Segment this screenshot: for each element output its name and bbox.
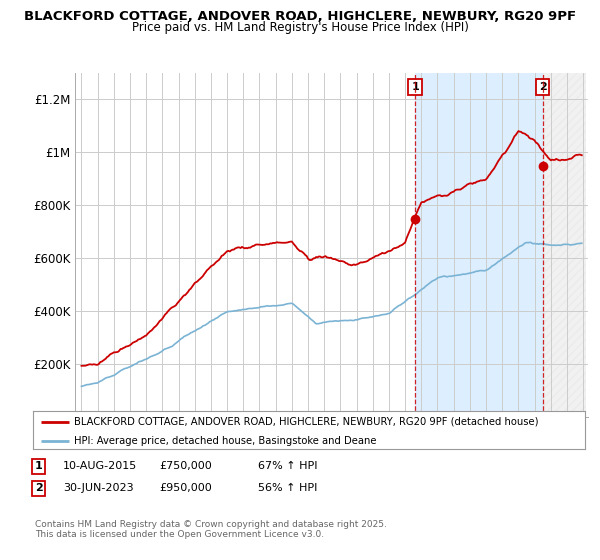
Text: 56% ↑ HPI: 56% ↑ HPI bbox=[258, 483, 317, 493]
Text: HPI: Average price, detached house, Basingstoke and Deane: HPI: Average price, detached house, Basi… bbox=[74, 436, 377, 446]
Text: 2: 2 bbox=[539, 82, 547, 92]
Text: £950,000: £950,000 bbox=[159, 483, 212, 493]
Text: 2: 2 bbox=[35, 483, 43, 493]
Text: £750,000: £750,000 bbox=[159, 461, 212, 472]
Text: 30-JUN-2023: 30-JUN-2023 bbox=[63, 483, 134, 493]
Text: Price paid vs. HM Land Registry's House Price Index (HPI): Price paid vs. HM Land Registry's House … bbox=[131, 21, 469, 34]
Bar bbox=[415, 73, 542, 417]
Text: 1: 1 bbox=[411, 82, 419, 92]
Text: 67% ↑ HPI: 67% ↑ HPI bbox=[258, 461, 317, 472]
Text: 1: 1 bbox=[35, 461, 43, 472]
Text: 10-AUG-2015: 10-AUG-2015 bbox=[63, 461, 137, 472]
Bar bbox=[542, 73, 586, 417]
Text: BLACKFORD COTTAGE, ANDOVER ROAD, HIGHCLERE, NEWBURY, RG20 9PF (detached house): BLACKFORD COTTAGE, ANDOVER ROAD, HIGHCLE… bbox=[74, 417, 539, 427]
Text: BLACKFORD COTTAGE, ANDOVER ROAD, HIGHCLERE, NEWBURY, RG20 9PF: BLACKFORD COTTAGE, ANDOVER ROAD, HIGHCLE… bbox=[24, 10, 576, 23]
Text: Contains HM Land Registry data © Crown copyright and database right 2025.
This d: Contains HM Land Registry data © Crown c… bbox=[35, 520, 386, 539]
